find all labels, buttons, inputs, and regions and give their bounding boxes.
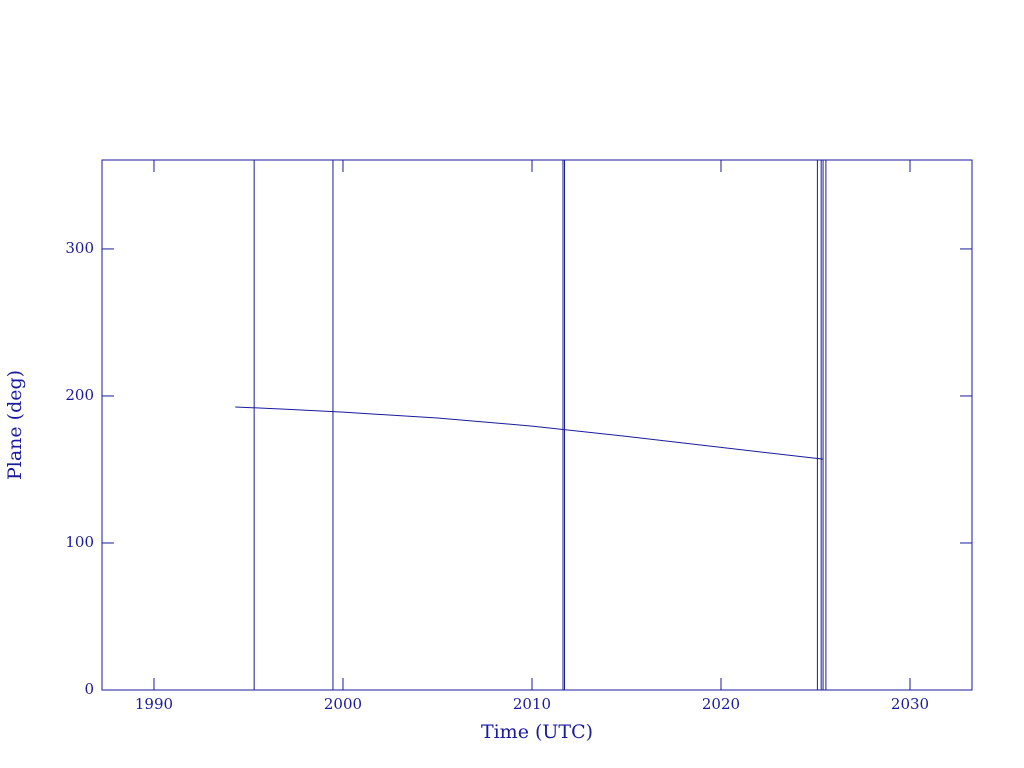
data-line — [235, 406, 824, 460]
x-tick-label: 2020 — [702, 695, 740, 713]
x-tick-label: 2030 — [891, 695, 929, 713]
y-tick-label: 200 — [65, 386, 94, 404]
x-tick-label: 2010 — [513, 695, 551, 713]
y-tick-label: 0 — [84, 680, 94, 698]
y-tick-label: 300 — [65, 239, 94, 257]
x-axis-label: Time (UTC) — [481, 721, 593, 743]
y-tick-label: 100 — [65, 533, 94, 551]
plot-frame — [101, 159, 973, 691]
x-tick-label: 2000 — [324, 695, 362, 713]
x-tick-label: 1990 — [135, 695, 173, 713]
y-axis-label: Plane (deg) — [4, 370, 26, 480]
